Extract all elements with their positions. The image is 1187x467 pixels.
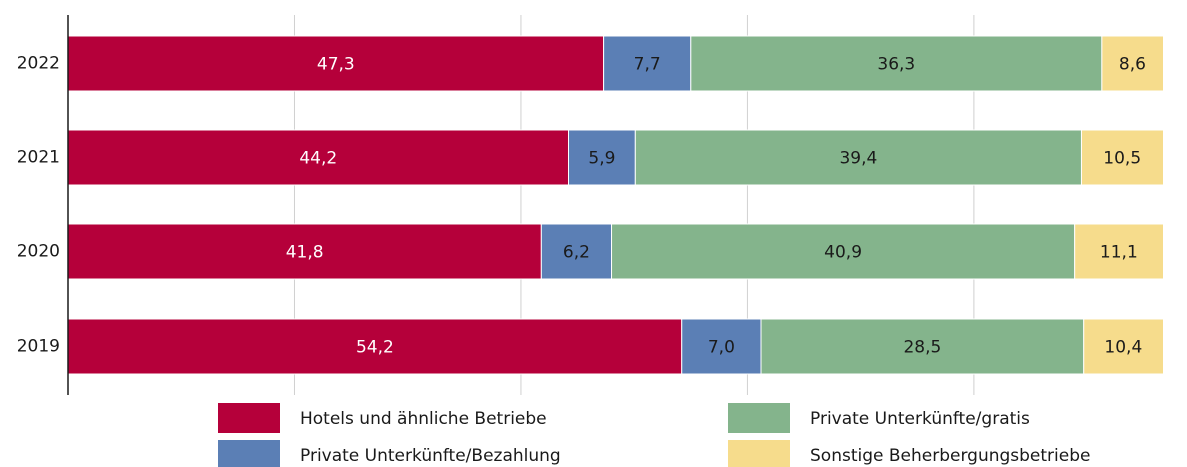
y-tick-label: 2021 bbox=[17, 148, 60, 168]
bar-segment bbox=[1080, 129, 1163, 186]
legend-swatch bbox=[728, 440, 790, 467]
legend-label: Sonstige Beherbergungsbetriebe bbox=[810, 446, 1090, 466]
bar-segment bbox=[760, 318, 1085, 375]
bar-segment bbox=[681, 318, 762, 375]
value-label: 10,5 bbox=[1103, 149, 1141, 169]
bar-segment bbox=[603, 35, 692, 92]
value-label: 5,9 bbox=[588, 149, 615, 169]
value-label: 8,6 bbox=[1119, 55, 1146, 75]
value-label: 7,0 bbox=[708, 338, 735, 358]
value-label: 6,2 bbox=[563, 243, 590, 263]
y-tick-label: 2022 bbox=[17, 54, 60, 74]
value-label: 39,4 bbox=[839, 149, 877, 169]
bar-segment bbox=[690, 35, 1103, 92]
legend-label: Private Unterkünfte/gratis bbox=[810, 409, 1030, 429]
legend-swatch bbox=[728, 403, 790, 433]
bar-segment bbox=[1101, 35, 1163, 92]
value-label: 41,8 bbox=[286, 243, 324, 263]
bar-segment bbox=[68, 223, 542, 280]
bar-segment bbox=[68, 318, 683, 375]
legend-swatch bbox=[218, 440, 280, 467]
legend-label: Private Unterkünfte/Bezahlung bbox=[300, 446, 561, 466]
value-label: 7,7 bbox=[634, 55, 661, 75]
bar-segment bbox=[611, 223, 1076, 280]
bar-segment bbox=[1083, 318, 1163, 375]
y-tick-label: 2019 bbox=[17, 337, 60, 357]
bar-segment bbox=[68, 35, 605, 92]
value-label: 28,5 bbox=[903, 338, 941, 358]
value-label: 47,3 bbox=[317, 55, 355, 75]
legend-label: Hotels und ähnliche Betriebe bbox=[300, 409, 547, 429]
value-label: 10,4 bbox=[1104, 338, 1142, 358]
labels: 2022 47,3 7,7 36,3 8,6 2021 44,2 5,9 39,4 10,5 202… bbox=[17, 15, 1146, 467]
value-label: 11,1 bbox=[1100, 243, 1138, 263]
bar-segment bbox=[1074, 223, 1163, 280]
bar-segment bbox=[68, 129, 570, 186]
y-tick-label: 2020 bbox=[17, 242, 60, 262]
value-label: 40,9 bbox=[824, 243, 862, 263]
legend-swatch bbox=[218, 403, 280, 433]
bar-segment bbox=[568, 129, 636, 186]
value-label: 44,2 bbox=[299, 149, 337, 169]
value-label: 36,3 bbox=[877, 55, 915, 75]
bar-segment bbox=[634, 129, 1082, 186]
value-label: 54,2 bbox=[356, 338, 394, 358]
bars bbox=[68, 35, 1163, 375]
